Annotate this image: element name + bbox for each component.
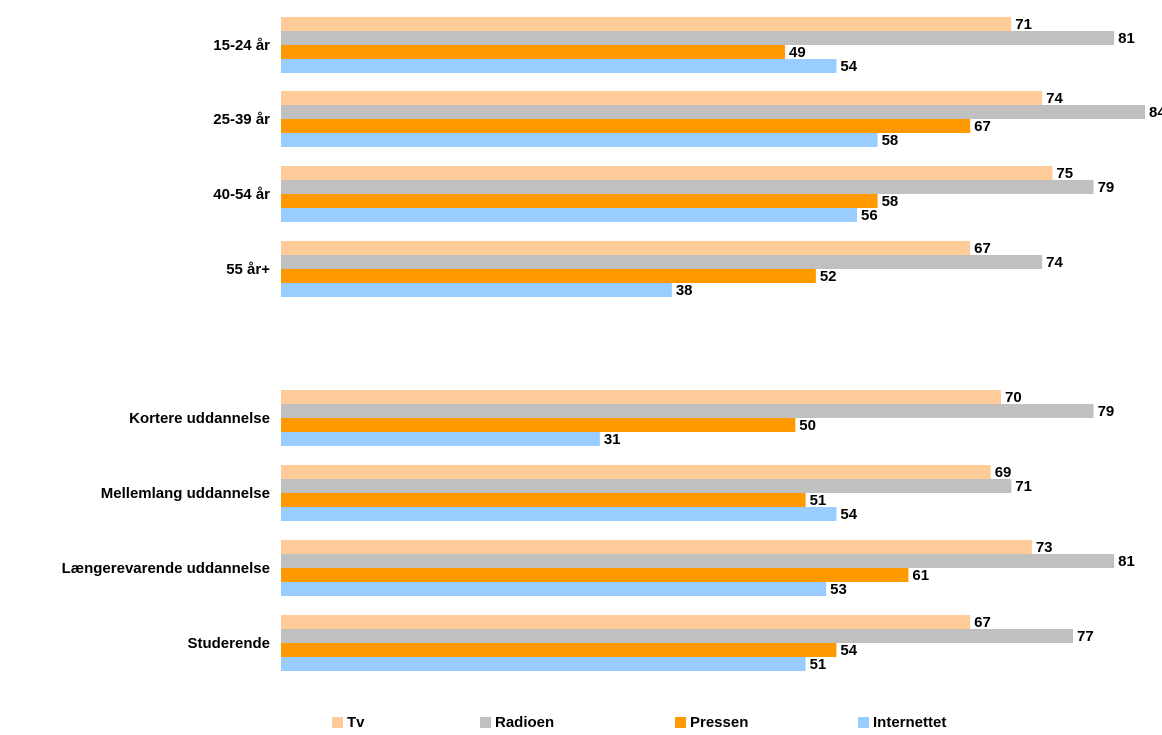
value-label-tv-25-39-år: 74 xyxy=(1046,90,1063,107)
bar-radioen-40-54-år xyxy=(281,180,1094,194)
value-label-radioen-55-år: 74 xyxy=(1046,254,1063,271)
value-label-pressen-længerevarende-uddannelse: 61 xyxy=(912,567,929,584)
value-label-internettet-længerevarende-uddannelse: 53 xyxy=(830,581,847,598)
bar-radioen-mellemlang-uddannelse xyxy=(281,479,1012,493)
bar-pressen-40-54-år xyxy=(281,194,878,208)
bar-tv-kortere-uddannelse xyxy=(281,390,1001,404)
bar-tv-15-24-år xyxy=(281,17,1012,31)
bar-tv-40-54-år xyxy=(281,166,1053,180)
bar-internettet-længerevarende-uddannelse xyxy=(281,582,827,596)
value-label-radioen-studerende: 77 xyxy=(1077,628,1094,645)
value-label-internettet-40-54-år: 56 xyxy=(861,207,878,224)
bar-pressen-55-år xyxy=(281,269,816,283)
bar-radioen-længerevarende-uddannelse xyxy=(281,554,1115,568)
category-label-40-54-år: 40-54 år xyxy=(213,186,270,203)
legend-swatch-internettet xyxy=(858,717,869,728)
legend-swatch-pressen xyxy=(675,717,686,728)
bar-tv-længerevarende-uddannelse xyxy=(281,540,1032,554)
bar-internettet-kortere-uddannelse xyxy=(281,432,600,446)
value-label-internettet-25-39-år: 58 xyxy=(882,132,899,149)
bar-internettet-15-24-år xyxy=(281,59,837,73)
legend-label-tv: Tv xyxy=(347,714,365,731)
value-label-pressen-40-54-år: 58 xyxy=(882,193,899,210)
legend-label-internettet: Internettet xyxy=(873,714,947,731)
value-label-tv-mellemlang-uddannelse: 69 xyxy=(995,464,1012,481)
value-label-pressen-mellemlang-uddannelse: 51 xyxy=(810,492,827,509)
bar-internettet-40-54-år xyxy=(281,208,857,222)
value-label-internettet-kortere-uddannelse: 31 xyxy=(604,431,621,448)
bar-internettet-25-39-år xyxy=(281,133,878,147)
bar-internettet-studerende xyxy=(281,657,806,671)
legend-item-radioen: Radioen xyxy=(480,714,554,731)
value-label-radioen-40-54-år: 79 xyxy=(1098,179,1115,196)
bar-radioen-15-24-år xyxy=(281,31,1115,45)
value-label-internettet-15-24-år: 54 xyxy=(840,58,857,75)
category-label-studerende: Studerende xyxy=(187,635,270,652)
value-label-radioen-kortere-uddannelse: 79 xyxy=(1098,403,1115,420)
value-label-pressen-kortere-uddannelse: 50 xyxy=(799,417,816,434)
bar-tv-studerende xyxy=(281,615,971,629)
bar-radioen-kortere-uddannelse xyxy=(281,404,1094,418)
legend-item-tv: Tv xyxy=(332,714,365,731)
category-label-25-39-år: 25-39 år xyxy=(213,111,270,128)
value-label-internettet-studerende: 51 xyxy=(810,656,827,673)
value-label-tv-55-år: 67 xyxy=(974,240,991,257)
bar-radioen-25-39-år xyxy=(281,105,1145,119)
value-label-pressen-55-år: 52 xyxy=(820,268,837,285)
bar-pressen-15-24-år xyxy=(281,45,785,59)
category-label-kortere-uddannelse: Kortere uddannelse xyxy=(129,410,270,427)
bar-tv-55-år xyxy=(281,241,971,255)
legend-swatch-radioen xyxy=(480,717,491,728)
legend-label-pressen: Pressen xyxy=(690,714,749,731)
bar-radioen-studerende xyxy=(281,629,1073,643)
category-label-55-år: 55 år+ xyxy=(226,261,270,278)
bar-chart: 15-24 år 71 81 49 54 25-39 år 74 84 67 58 40-54 år… xyxy=(62,16,1162,673)
legend-item-pressen: Pressen xyxy=(675,714,748,731)
value-label-tv-40-54-år: 75 xyxy=(1056,165,1073,182)
legend-label-radioen: Radioen xyxy=(495,714,555,731)
bar-tv-25-39-år xyxy=(281,91,1043,105)
value-label-internettet-mellemlang-uddannelse: 54 xyxy=(840,506,857,523)
value-label-radioen-15-24-år: 81 xyxy=(1118,30,1135,47)
category-label-15-24-år: 15-24 år xyxy=(213,37,270,54)
category-label-mellemlang-uddannelse: Mellemlang uddannelse xyxy=(101,485,270,502)
value-label-radioen-længerevarende-uddannelse: 81 xyxy=(1118,553,1135,570)
value-label-pressen-25-39-år: 67 xyxy=(974,118,991,135)
category-label-længerevarende-uddannelse: Længerevarende uddannelse xyxy=(62,560,270,577)
bar-internettet-mellemlang-uddannelse xyxy=(281,507,837,521)
bar-pressen-længerevarende-uddannelse xyxy=(281,568,909,582)
bar-pressen-kortere-uddannelse xyxy=(281,418,796,432)
value-label-pressen-studerende: 54 xyxy=(840,642,857,659)
bar-pressen-25-39-år xyxy=(281,119,971,133)
bar-pressen-mellemlang-uddannelse xyxy=(281,493,806,507)
value-label-radioen-25-39-år: 84 xyxy=(1149,104,1162,121)
value-label-tv-15-24-år: 71 xyxy=(1015,16,1032,33)
value-label-internettet-55-år: 38 xyxy=(676,282,693,299)
bar-internettet-55-år xyxy=(281,283,672,297)
legend-item-internettet: Internettet xyxy=(858,714,946,731)
bar-pressen-studerende xyxy=(281,643,837,657)
bar-radioen-55-år xyxy=(281,255,1043,269)
value-label-tv-kortere-uddannelse: 70 xyxy=(1005,389,1022,406)
value-label-tv-længerevarende-uddannelse: 73 xyxy=(1036,539,1053,556)
value-label-tv-studerende: 67 xyxy=(974,614,991,631)
bar-tv-mellemlang-uddannelse xyxy=(281,465,991,479)
chart-legend: Tv Radioen Pressen Internettet xyxy=(0,714,1162,734)
legend-swatch-tv xyxy=(332,717,343,728)
value-label-radioen-mellemlang-uddannelse: 71 xyxy=(1015,478,1032,495)
value-label-pressen-15-24-år: 49 xyxy=(789,44,806,61)
